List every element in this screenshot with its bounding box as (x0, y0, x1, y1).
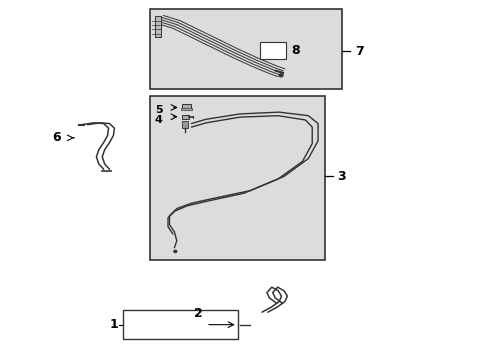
Text: 7: 7 (355, 45, 364, 58)
Bar (182, 121, 188, 128)
Text: 1: 1 (110, 318, 118, 331)
Bar (181, 108, 193, 111)
Bar (155, 17, 161, 37)
Circle shape (174, 250, 177, 252)
Bar (150, 96, 325, 260)
Text: 2: 2 (194, 307, 202, 320)
Text: 6: 6 (52, 131, 61, 144)
Bar (123, 310, 238, 339)
Bar (182, 104, 192, 109)
Bar (182, 114, 190, 119)
Bar (260, 42, 287, 59)
Text: 3: 3 (338, 170, 346, 183)
Text: 5: 5 (155, 105, 163, 115)
Text: 8: 8 (291, 44, 300, 57)
Bar (150, 9, 343, 89)
Circle shape (279, 74, 283, 77)
Text: 4: 4 (155, 115, 163, 125)
